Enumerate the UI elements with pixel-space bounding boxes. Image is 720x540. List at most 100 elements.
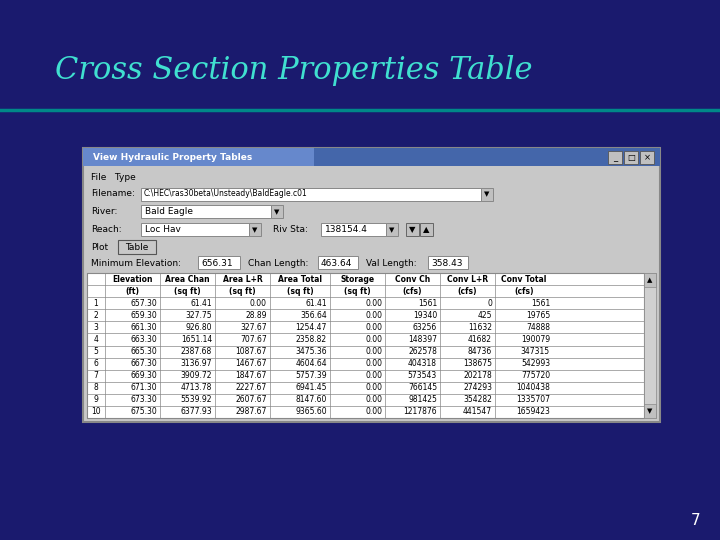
Text: _: _ xyxy=(613,153,617,162)
Bar xyxy=(406,223,419,236)
Text: 1335707: 1335707 xyxy=(516,395,550,404)
Text: 0.00: 0.00 xyxy=(365,335,382,344)
Text: Area Chan: Area Chan xyxy=(165,274,210,284)
Text: (sq ft): (sq ft) xyxy=(174,287,201,295)
Text: Table: Table xyxy=(125,242,149,252)
Text: 0.00: 0.00 xyxy=(365,359,382,368)
Text: 665.30: 665.30 xyxy=(130,347,157,356)
Text: Conv L+R: Conv L+R xyxy=(447,274,488,284)
Text: 1561: 1561 xyxy=(418,299,437,308)
Text: 6941.45: 6941.45 xyxy=(295,383,327,392)
Text: 2387.68: 2387.68 xyxy=(181,347,212,356)
Text: 6: 6 xyxy=(94,359,99,368)
Bar xyxy=(644,273,656,287)
Text: 2358.82: 2358.82 xyxy=(296,335,327,344)
Text: 1087.67: 1087.67 xyxy=(235,347,267,356)
Text: 347315: 347315 xyxy=(521,347,550,356)
Text: 2987.67: 2987.67 xyxy=(235,408,267,416)
Text: 0.00: 0.00 xyxy=(365,383,382,392)
Text: 5: 5 xyxy=(94,347,99,356)
Text: 190079: 190079 xyxy=(521,335,550,344)
Bar xyxy=(198,256,240,269)
Text: 5757.39: 5757.39 xyxy=(295,371,327,380)
Text: 1217876: 1217876 xyxy=(403,408,437,416)
Text: 19340: 19340 xyxy=(413,311,437,320)
Text: Cross Section Properties Table: Cross Section Properties Table xyxy=(55,55,533,85)
Text: 0.00: 0.00 xyxy=(365,347,382,356)
Bar xyxy=(271,205,283,218)
Text: 926.80: 926.80 xyxy=(186,323,212,332)
Text: ×: × xyxy=(644,153,650,162)
Bar xyxy=(318,256,358,269)
Bar xyxy=(608,151,622,164)
Text: Plot: Plot xyxy=(91,242,108,252)
Text: File   Type: File Type xyxy=(91,173,136,183)
Bar xyxy=(83,148,314,166)
Text: 7: 7 xyxy=(94,371,99,380)
Text: Minimum Elevation:: Minimum Elevation: xyxy=(91,259,181,267)
Text: 667.30: 667.30 xyxy=(130,359,157,368)
Text: 425: 425 xyxy=(477,311,492,320)
Bar xyxy=(420,223,433,236)
Bar xyxy=(83,148,660,422)
Text: Riv Sta:: Riv Sta: xyxy=(273,226,308,234)
Bar xyxy=(118,240,156,254)
Text: 675.30: 675.30 xyxy=(130,408,157,416)
Text: 63256: 63256 xyxy=(413,323,437,332)
Text: 663.30: 663.30 xyxy=(130,335,157,344)
Text: 573543: 573543 xyxy=(408,371,437,380)
Bar xyxy=(141,223,249,236)
Text: 0.00: 0.00 xyxy=(365,371,382,380)
Text: 0.00: 0.00 xyxy=(365,323,382,332)
Text: □: □ xyxy=(627,153,635,162)
Text: 775720: 775720 xyxy=(521,371,550,380)
Text: 656.31: 656.31 xyxy=(201,259,233,267)
Text: 1467.67: 1467.67 xyxy=(235,359,267,368)
Text: ▼: ▼ xyxy=(647,408,653,414)
Text: 766145: 766145 xyxy=(408,383,437,392)
Text: (cfs): (cfs) xyxy=(402,287,422,295)
Text: Elevation: Elevation xyxy=(112,274,153,284)
Text: 1: 1 xyxy=(94,299,99,308)
Text: 981425: 981425 xyxy=(408,395,437,404)
Text: 138675: 138675 xyxy=(463,359,492,368)
Text: 1040438: 1040438 xyxy=(516,383,550,392)
Bar xyxy=(644,404,656,418)
Text: 6377.93: 6377.93 xyxy=(181,408,212,416)
Text: River:: River: xyxy=(91,207,117,217)
Text: 202178: 202178 xyxy=(463,371,492,380)
Text: 1651.14: 1651.14 xyxy=(181,335,212,344)
Text: 4713.78: 4713.78 xyxy=(181,383,212,392)
Bar xyxy=(624,151,638,164)
Bar xyxy=(87,273,644,418)
Text: 2607.67: 2607.67 xyxy=(235,395,267,404)
Text: 404318: 404318 xyxy=(408,359,437,368)
Text: 3: 3 xyxy=(94,323,99,332)
Text: 659.30: 659.30 xyxy=(130,311,157,320)
Text: Loc Hav: Loc Hav xyxy=(145,226,181,234)
Text: 262578: 262578 xyxy=(408,347,437,356)
Text: 707.67: 707.67 xyxy=(240,335,267,344)
Text: 3909.72: 3909.72 xyxy=(181,371,212,380)
Text: Area L+R: Area L+R xyxy=(222,274,262,284)
Text: 7: 7 xyxy=(690,513,700,528)
Bar xyxy=(321,223,386,236)
Text: Filename:: Filename: xyxy=(91,190,135,199)
Text: 356.64: 356.64 xyxy=(300,311,327,320)
Text: 327.75: 327.75 xyxy=(185,311,212,320)
Text: 9: 9 xyxy=(94,395,99,404)
Text: 3136.97: 3136.97 xyxy=(181,359,212,368)
Text: Area Total: Area Total xyxy=(278,274,322,284)
Text: C:\HEC\ras30beta\Unsteady\BaldEagle.c01: C:\HEC\ras30beta\Unsteady\BaldEagle.c01 xyxy=(144,190,307,199)
Text: 1847.67: 1847.67 xyxy=(235,371,267,380)
Text: 0.00: 0.00 xyxy=(365,299,382,308)
Text: 327.67: 327.67 xyxy=(240,323,267,332)
Text: 441547: 441547 xyxy=(463,408,492,416)
Text: Storage: Storage xyxy=(341,274,374,284)
Bar xyxy=(386,223,398,236)
Text: Bald Eagle: Bald Eagle xyxy=(145,207,193,217)
Text: Conv Ch: Conv Ch xyxy=(395,274,430,284)
Text: 28.89: 28.89 xyxy=(246,311,267,320)
Bar xyxy=(83,148,660,166)
Bar xyxy=(640,151,654,164)
